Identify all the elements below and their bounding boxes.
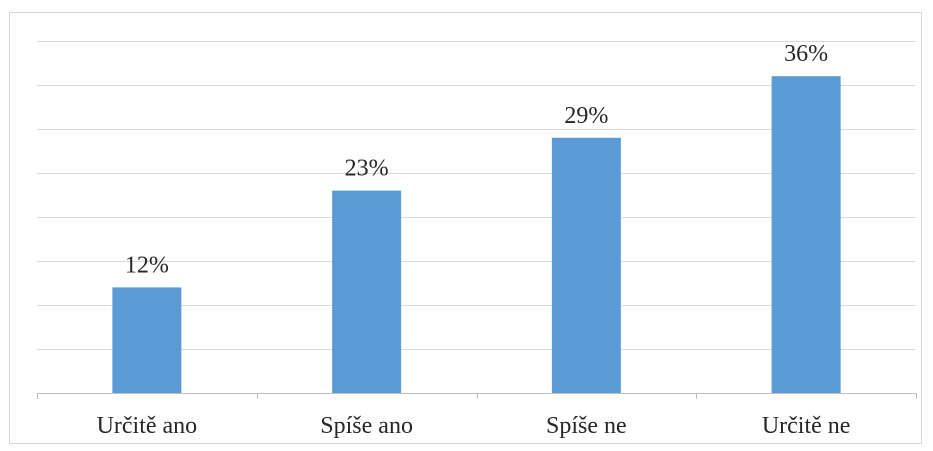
gridlines bbox=[37, 41, 916, 350]
data-label: 12% bbox=[125, 252, 169, 278]
x-tick-label: Určitě ano bbox=[97, 413, 198, 439]
x-tick-label: Spíše ne bbox=[546, 413, 627, 439]
x-tick-labels: Určitě ano Spíše ano Spíše ne Určitě ne bbox=[97, 413, 851, 439]
data-label: 29% bbox=[564, 103, 608, 129]
x-tick-label: Spíše ano bbox=[320, 413, 413, 439]
data-labels: 12% 23% 29% 36% bbox=[125, 41, 828, 278]
bar bbox=[551, 137, 621, 393]
bar bbox=[771, 76, 841, 393]
bar bbox=[332, 190, 402, 393]
data-label: 23% bbox=[345, 156, 389, 182]
bars bbox=[112, 76, 841, 393]
x-axis bbox=[37, 393, 917, 399]
x-tick-label: Určitě ne bbox=[762, 413, 851, 439]
bar bbox=[112, 287, 182, 393]
data-label: 36% bbox=[784, 41, 828, 67]
